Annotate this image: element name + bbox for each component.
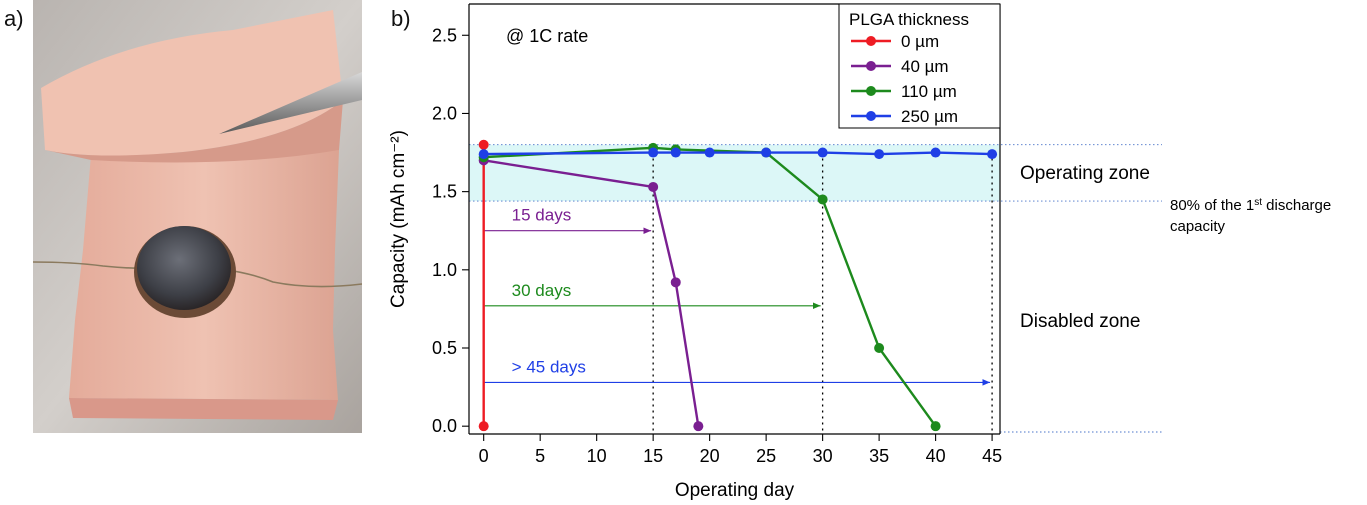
series-2-point-6 bbox=[930, 421, 941, 432]
y-tick-label-4: 2.0 bbox=[432, 103, 457, 123]
legend-marker-2 bbox=[866, 86, 876, 96]
legend-item-3: 250 µm bbox=[901, 107, 958, 126]
x-tick-label-7: 35 bbox=[869, 446, 889, 466]
x-tick-label-6: 30 bbox=[813, 446, 833, 466]
threshold-prefix: 80% of the 1 bbox=[1170, 197, 1254, 214]
tissue-edge bbox=[69, 398, 338, 420]
series-1-point-2 bbox=[670, 277, 681, 288]
device-photo bbox=[33, 0, 362, 433]
legend-item-0: 0 µm bbox=[901, 32, 939, 51]
series-0-point-0 bbox=[478, 139, 489, 150]
x-tick-label-8: 40 bbox=[926, 446, 946, 466]
series-3-point-2 bbox=[670, 147, 681, 158]
y-tick-label-2: 1.0 bbox=[432, 260, 457, 280]
series-3-point-5 bbox=[817, 147, 828, 158]
rate-annotation: @ 1C rate bbox=[506, 26, 588, 46]
series-3-point-8 bbox=[987, 149, 998, 160]
legend-title: PLGA thickness bbox=[849, 10, 969, 29]
legend-item-1: 40 µm bbox=[901, 57, 949, 76]
disabled-zone-label: Disabled zone bbox=[1020, 311, 1140, 332]
x-tick-label-4: 20 bbox=[700, 446, 720, 466]
needle bbox=[219, 72, 362, 134]
duration-label-1: 30 days bbox=[512, 281, 572, 300]
y-tick-label-0: 0.0 bbox=[432, 416, 457, 436]
duration-label-2: > 45 days bbox=[512, 357, 586, 376]
threshold-suffix: discharge bbox=[1262, 197, 1331, 214]
series-3-point-3 bbox=[704, 147, 715, 158]
battery-disk bbox=[137, 226, 231, 310]
legend-marker-0 bbox=[866, 36, 876, 46]
series-3-point-7 bbox=[930, 147, 941, 158]
series-3-point-4 bbox=[761, 147, 772, 158]
x-tick-label-3: 15 bbox=[643, 446, 663, 466]
x-tick-label-0: 0 bbox=[479, 446, 489, 466]
threshold-label-line2: capacity bbox=[1170, 218, 1226, 235]
panel-a-label: a) bbox=[4, 6, 24, 31]
legend-marker-3 bbox=[866, 111, 876, 121]
legend-item-2: 110 µm bbox=[901, 82, 957, 101]
x-axis-label: Operating day bbox=[675, 480, 795, 501]
y-tick-label-3: 1.5 bbox=[432, 182, 457, 202]
series-1-point-1 bbox=[648, 181, 659, 192]
y-tick-label-1: 0.5 bbox=[432, 338, 457, 358]
series-2-point-5 bbox=[874, 343, 885, 353]
y-axis-label: Capacity (mAh cm⁻²) bbox=[388, 130, 409, 308]
series-line-1 bbox=[483, 159, 700, 427]
panel-b-label: b) bbox=[391, 6, 411, 31]
operating-zone-label: Operating zone bbox=[1020, 163, 1150, 184]
y-tick-label-5: 2.5 bbox=[432, 25, 457, 45]
tissue-flap-edge bbox=[45, 100, 343, 163]
x-tick-label-1: 5 bbox=[535, 446, 545, 466]
series-3-point-1 bbox=[648, 147, 659, 158]
series-0-point-1 bbox=[478, 421, 489, 432]
x-tick-label-5: 25 bbox=[756, 446, 776, 466]
threshold-superscript: st bbox=[1254, 197, 1262, 208]
series-3-point-0 bbox=[478, 149, 489, 160]
series-1-point-3 bbox=[693, 421, 704, 432]
x-tick-label-2: 10 bbox=[587, 446, 607, 466]
series-2-point-4 bbox=[817, 194, 828, 205]
duration-label-0: 15 days bbox=[512, 206, 572, 225]
x-tick-label-9: 45 bbox=[982, 446, 1002, 466]
legend-marker-1 bbox=[866, 61, 876, 71]
series-3-point-6 bbox=[874, 149, 885, 160]
threshold-label-line1: 80% of the 1st discharge bbox=[1170, 197, 1331, 215]
